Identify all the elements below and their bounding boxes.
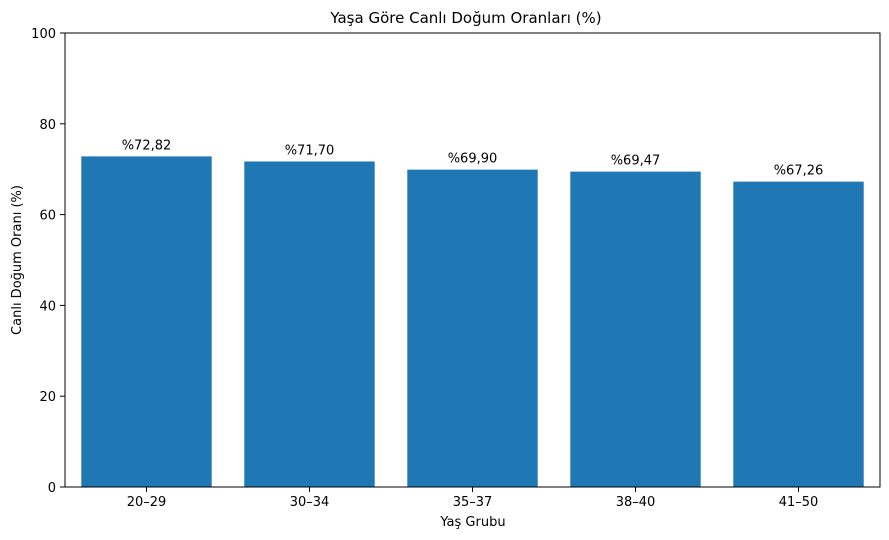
bar xyxy=(81,156,212,487)
y-tick-label: 100 xyxy=(31,27,56,42)
x-axis-title: Yaş Grubu xyxy=(439,515,505,530)
data-label: %72,82 xyxy=(122,138,172,153)
y-tick-label: 60 xyxy=(39,209,56,224)
x-tick-label: 20–29 xyxy=(127,495,167,510)
y-tick-label: 0 xyxy=(48,481,56,496)
y-tick-label: 20 xyxy=(39,390,56,405)
y-tick-label: 80 xyxy=(39,118,56,133)
data-label: %67,26 xyxy=(774,164,824,179)
data-label: %71,70 xyxy=(285,143,335,158)
x-tick-label: 30–34 xyxy=(290,495,330,510)
x-tick-label: 35–37 xyxy=(453,495,493,510)
bar xyxy=(407,169,538,488)
y-tick-label: 40 xyxy=(39,299,56,314)
x-tick-label: 41–50 xyxy=(779,495,819,510)
y-axis-title: Canlı Doğum Oranı (%) xyxy=(10,185,25,335)
bar xyxy=(733,181,864,488)
data-label: %69,47 xyxy=(611,154,661,169)
plot-area: %72,82 20–29 %71,70 30–34 %69,90 35–37 %69,47 3… xyxy=(31,27,881,510)
chart-title: Yaşa Göre Canlı Doğum Oranları (%) xyxy=(329,9,601,27)
x-tick-label: 38–40 xyxy=(616,495,656,510)
plot-frame xyxy=(64,32,881,488)
bar xyxy=(570,171,701,487)
bar xyxy=(244,161,375,487)
data-label: %69,90 xyxy=(448,152,498,167)
